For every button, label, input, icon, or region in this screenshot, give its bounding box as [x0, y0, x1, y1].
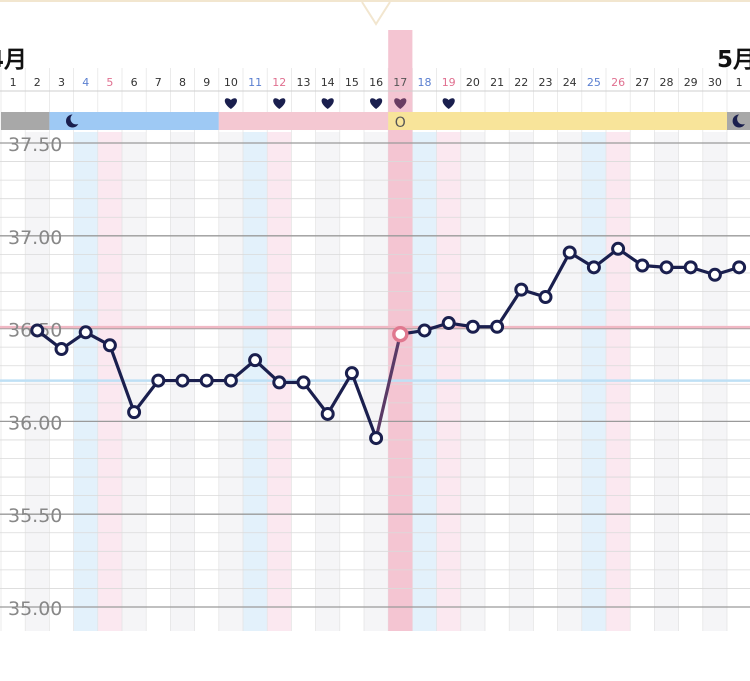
day-tick-label: 26: [611, 76, 625, 89]
day-tick-label: 20: [466, 76, 480, 89]
day-tick-label: 15: [345, 76, 359, 89]
series-line-segment: [543, 250, 572, 299]
data-point: [732, 260, 747, 275]
y-tick-label: 37.50: [8, 134, 62, 156]
day-tick-label: 18: [418, 76, 432, 89]
series-line-segment: [495, 288, 523, 329]
day-tick-label: 24: [563, 76, 577, 89]
data-point: [465, 319, 480, 334]
moon-icon-cutout: [737, 113, 749, 125]
day-tick-label: 17: [393, 76, 407, 89]
day-tick-label: 3: [58, 76, 65, 89]
data-point: [320, 406, 335, 421]
series-line-segment: [350, 371, 378, 440]
day-tick-label: 19: [442, 76, 456, 89]
series-line-segment: [374, 332, 402, 440]
data-point: [635, 258, 650, 273]
heart-icon: [394, 98, 407, 109]
moon-icon-cutout: [70, 113, 82, 125]
day-tick-label: 28: [660, 76, 674, 89]
day-tick-label: 25: [587, 76, 601, 89]
data-point: [272, 375, 287, 390]
phase-segment: [1, 112, 50, 130]
top-banner-edge: [0, 0, 750, 2]
y-tick-label: 36.00: [8, 412, 62, 434]
data-point: [611, 241, 626, 256]
data-point: [514, 282, 529, 297]
day-tick-label: 5: [106, 76, 113, 89]
data-point: [417, 323, 432, 338]
month-label-may: 5月: [716, 47, 750, 73]
y-tick-label: 37.00: [8, 227, 62, 249]
data-point: [127, 405, 142, 420]
day-tick-label: 22: [514, 76, 528, 89]
day-tick-label: 6: [131, 76, 138, 89]
data-point: [538, 290, 553, 305]
heart-icon: [370, 98, 383, 109]
day-tick-label: 23: [539, 76, 553, 89]
heart-icon: [224, 98, 237, 109]
day-tick-label: 2: [34, 76, 41, 89]
data-point: [490, 319, 505, 334]
data-point: [441, 316, 456, 331]
pointer-notch: [361, 1, 391, 26]
day-tick-label: 1: [736, 76, 743, 89]
day-tick-label: 9: [203, 76, 210, 89]
heart-icon: [273, 98, 286, 109]
day-tick-label: 30: [708, 76, 722, 89]
data-point: [102, 338, 117, 353]
series-line-segment: [326, 371, 354, 416]
data-point: [707, 267, 722, 282]
data-point: [344, 366, 359, 381]
data-point: [175, 373, 190, 388]
data-point: [199, 373, 214, 388]
data-point: [54, 342, 69, 357]
phase-segment: [218, 112, 389, 130]
day-tick-label: 13: [297, 76, 311, 89]
day-tick-label: 10: [224, 76, 238, 89]
day-tick-label: 16: [369, 76, 383, 89]
day-tick-label: 8: [179, 76, 186, 89]
data-point: [659, 260, 674, 275]
highlighted-data-point: [392, 325, 409, 343]
data-point: [30, 323, 45, 338]
day-tick-label: 27: [635, 76, 649, 89]
series-line-segment: [108, 343, 136, 414]
ovulation-marker: O: [395, 115, 406, 131]
data-point: [78, 325, 93, 340]
data-point: [586, 260, 601, 275]
phase-segment: [388, 112, 727, 130]
day-tick-label: 29: [684, 76, 698, 89]
data-point: [369, 431, 384, 446]
data-point: [683, 260, 698, 275]
day-tick-label: 12: [272, 76, 286, 89]
y-tick-label: 35.50: [8, 505, 62, 527]
phase-segment: [49, 112, 219, 130]
day-tick-label: 7: [155, 76, 162, 89]
day-tick-label: 14: [321, 76, 335, 89]
data-point: [248, 353, 263, 368]
data-point: [296, 375, 311, 390]
data-point: [151, 373, 166, 388]
day-tick-label: 4: [82, 76, 89, 89]
month-label-april: 4月: [0, 47, 28, 73]
day-tick-label: 11: [248, 76, 262, 89]
heart-icon: [442, 98, 455, 109]
data-point: [562, 245, 577, 260]
heart-icon: [321, 98, 334, 109]
day-tick-label: 1: [10, 76, 17, 89]
data-point: [223, 373, 238, 388]
y-tick-label: 35.00: [8, 598, 62, 620]
day-tick-label: 21: [490, 76, 504, 89]
